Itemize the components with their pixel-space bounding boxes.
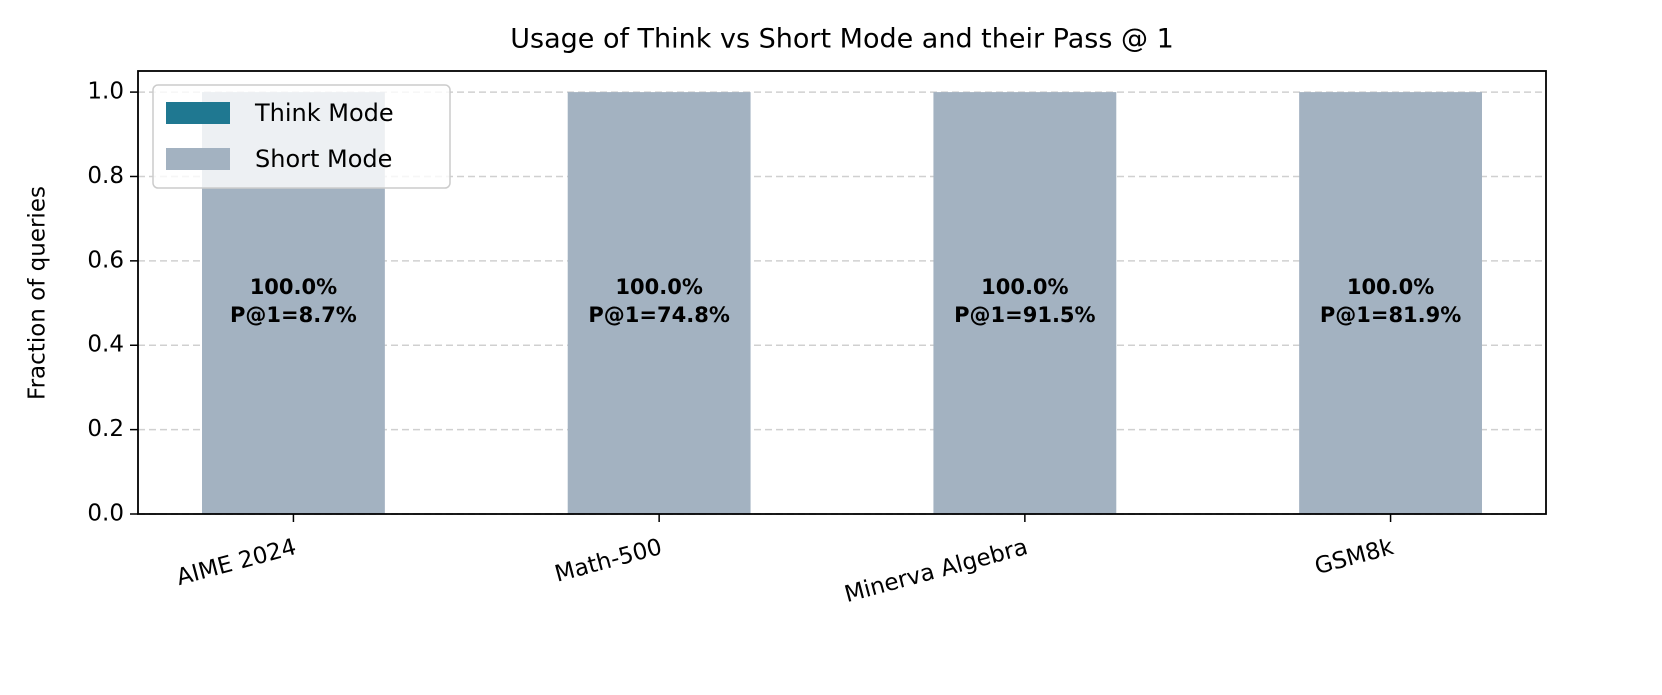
- y-tick-label: 0.2: [87, 416, 124, 442]
- y-tick-label: 0.0: [87, 501, 124, 527]
- legend-swatch: [166, 148, 230, 170]
- data-label: 100.0%: [1347, 275, 1434, 299]
- y-tick-label: 0.4: [87, 332, 124, 358]
- legend-swatch: [166, 102, 230, 124]
- legend-label: Think Mode: [254, 99, 394, 127]
- x-tick-label: GSM8k: [1312, 534, 1397, 580]
- y-tick-label: 0.6: [87, 247, 124, 273]
- bar: [933, 92, 1117, 514]
- x-tick-label: Minerva Algebra: [842, 534, 1031, 608]
- plot-frame: [137, 70, 1547, 515]
- legend-label: Short Mode: [255, 145, 392, 173]
- y-axis-label: Fraction of queries: [25, 186, 51, 400]
- y-tick-label: 0.8: [87, 163, 124, 189]
- x-tick-label: Math-500: [552, 534, 665, 588]
- chart-title: Usage of Think vs Short Mode and their P…: [510, 24, 1174, 55]
- data-label: 100.0%: [981, 275, 1068, 299]
- data-label: 100.0%: [615, 275, 702, 299]
- x-tick-label: AIME 2024: [174, 534, 299, 591]
- data-label: P@1=91.5%: [954, 303, 1095, 327]
- data-label: 100.0%: [250, 275, 337, 299]
- data-label: P@1=74.8%: [588, 303, 729, 327]
- data-label: P@1=8.7%: [230, 303, 357, 327]
- data-label: P@1=81.9%: [1320, 303, 1461, 327]
- y-tick-label: 1.0: [87, 79, 124, 105]
- bar: [567, 92, 751, 514]
- bar: [1299, 92, 1482, 514]
